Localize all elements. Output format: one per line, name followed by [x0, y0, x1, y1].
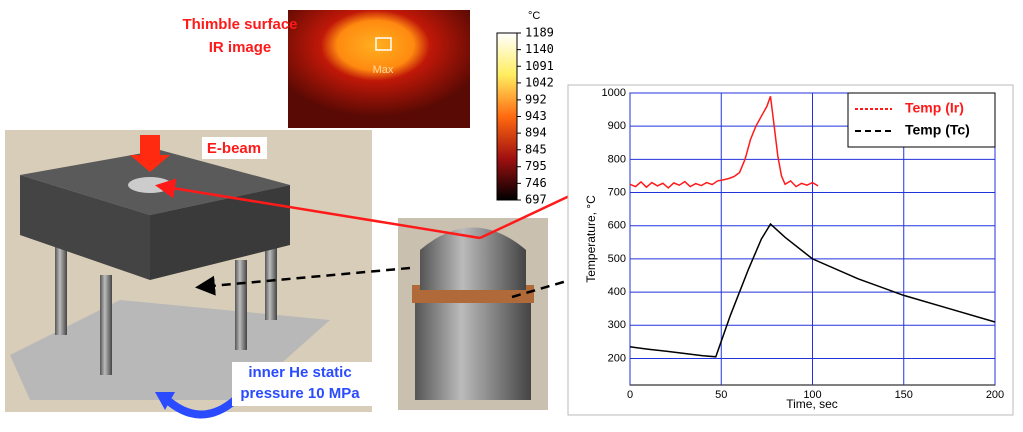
pressure-label: pressure 10 MPa [240, 385, 360, 402]
y-tick-label: 900 [608, 120, 626, 132]
x-tick-label: 150 [895, 389, 913, 401]
colorbar-title: °C [528, 10, 540, 22]
pressure-label: inner He static [248, 364, 351, 381]
x-tick-label: 100 [803, 389, 821, 401]
colorbar-tick-label: 1189 [525, 26, 554, 40]
colorbar-tick-label: 1140 [525, 42, 554, 56]
y-tick-label: 600 [608, 220, 626, 232]
colorbar-tick-label: 697 [525, 193, 547, 207]
y-tick-label: 400 [608, 286, 626, 298]
ir-title: IR image [209, 39, 272, 56]
y-tick-label: 500 [608, 253, 626, 265]
colorbar-tick-label: 894 [525, 126, 547, 140]
colorbar-tick-label: 992 [525, 92, 547, 106]
ir-title: Thimble surface [182, 16, 297, 33]
x-tick-label: 200 [986, 389, 1004, 401]
colorbar-tick-label: 1091 [525, 59, 554, 73]
colorbar-tick-label: 845 [525, 142, 547, 156]
x-tick-label: 50 [715, 389, 727, 401]
figure: Thimble surface IR image Max E-beam inne… [0, 0, 1023, 427]
colorbar [497, 33, 517, 200]
y-axis-label: Temperature, °C [584, 195, 598, 283]
legend-label: Temp (Ir) [905, 100, 964, 116]
y-tick-label: 200 [608, 352, 626, 364]
colorbar-tick-label: 1042 [525, 75, 554, 89]
y-tick-label: 1000 [602, 87, 626, 99]
max-label: Max [373, 64, 394, 76]
y-tick-label: 700 [608, 186, 626, 198]
colorbar-tick-label: 746 [525, 176, 547, 190]
ebeam-label: E-beam [207, 140, 261, 157]
thimble-photo [398, 218, 548, 410]
colorbar-tick-label: 943 [525, 109, 547, 123]
legend-label: Temp (Tc) [905, 122, 970, 138]
colorbar-tick-label: 795 [525, 159, 547, 173]
y-tick-label: 300 [608, 319, 626, 331]
x-tick-label: 0 [627, 389, 633, 401]
y-tick-label: 800 [608, 153, 626, 165]
